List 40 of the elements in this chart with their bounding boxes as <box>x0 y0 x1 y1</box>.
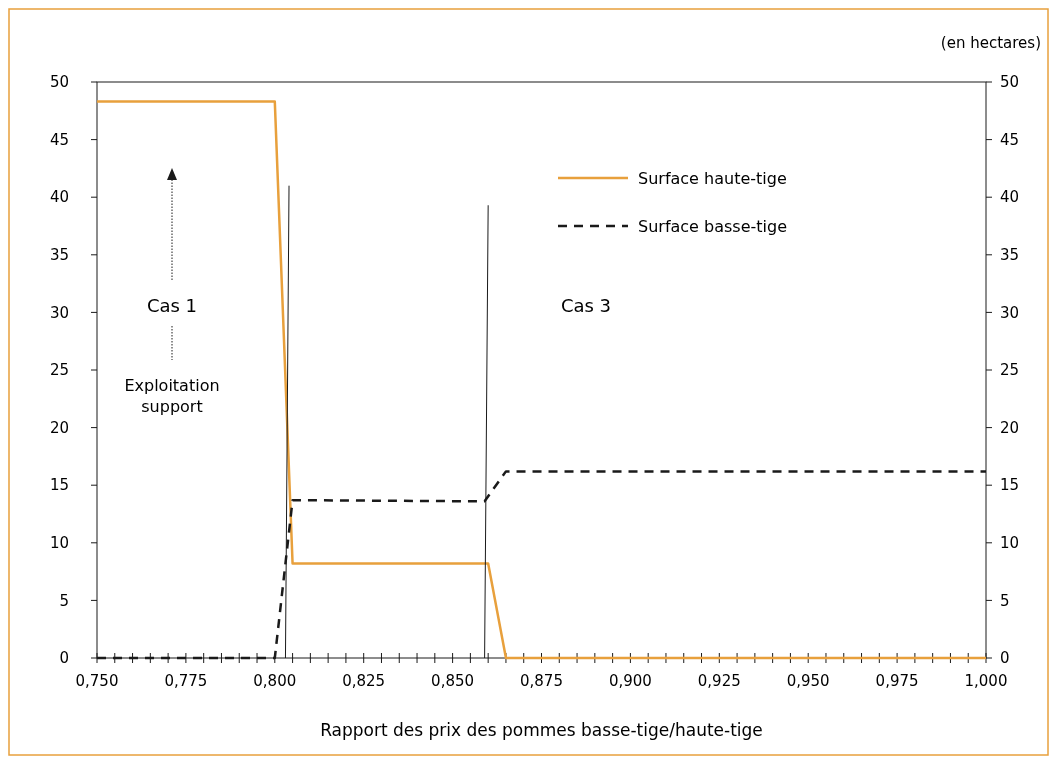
y-tick-label: 10 <box>49 534 69 553</box>
x-tick-label: 0,850 <box>431 672 475 690</box>
legend-label: Surface haute-tige <box>638 168 787 188</box>
legend-label: Surface basse-tige <box>638 216 788 236</box>
y2-tick-label: 15 <box>1000 476 1020 495</box>
y-tick-label: 5 <box>59 591 69 610</box>
y-tick-label: 20 <box>49 418 69 437</box>
x-axis-title: Rapport des prix des pommes basse-tige/haute-tige <box>320 720 763 740</box>
x-tick-label: 0,875 <box>520 672 563 690</box>
annotation: Exploitation support <box>124 376 220 416</box>
y2-tick-label: 50 <box>1000 73 1020 92</box>
y-tick-label: 15 <box>49 476 69 495</box>
y2-tick-label: 20 <box>1000 418 1020 437</box>
x-tick-label: 0,775 <box>164 672 208 690</box>
y2-tick-label: 45 <box>1000 130 1020 149</box>
x-tick-label: 0,975 <box>875 672 919 690</box>
x-tick-label: 0,750 <box>75 672 119 690</box>
x-tick-label: 0,950 <box>786 672 830 690</box>
y-tick-label: 35 <box>49 246 69 265</box>
y2-tick-label: 30 <box>1000 303 1020 322</box>
y-tick-label: 50 <box>49 73 69 92</box>
annotation: Cas 3 <box>560 295 612 317</box>
y-tick-label: 30 <box>49 303 69 322</box>
x-tick-label: 0,825 <box>342 672 386 690</box>
x-tick-label: 0,900 <box>608 672 652 690</box>
y-tick-label: 25 <box>49 361 69 380</box>
x-tick-label: 0,925 <box>697 672 741 690</box>
y2-tick-label: 0 <box>1000 649 1010 668</box>
y2-tick-label: 10 <box>1000 534 1020 553</box>
annotation: Cas 1 <box>146 295 198 317</box>
y2-tick-label: 5 <box>1000 591 1010 610</box>
y2-tick-label: 35 <box>1000 246 1020 265</box>
x-tick-label: 1,000 <box>964 672 1008 690</box>
y-tick-label: 45 <box>49 130 69 149</box>
y2-tick-label: 40 <box>1000 188 1020 207</box>
y-tick-label: 40 <box>49 188 69 207</box>
y2-axis-title: (en hectares) <box>940 34 1041 52</box>
y-tick-label: 0 <box>59 649 69 668</box>
y2-tick-label: 25 <box>1000 361 1020 380</box>
x-tick-label: 0,800 <box>253 672 297 690</box>
